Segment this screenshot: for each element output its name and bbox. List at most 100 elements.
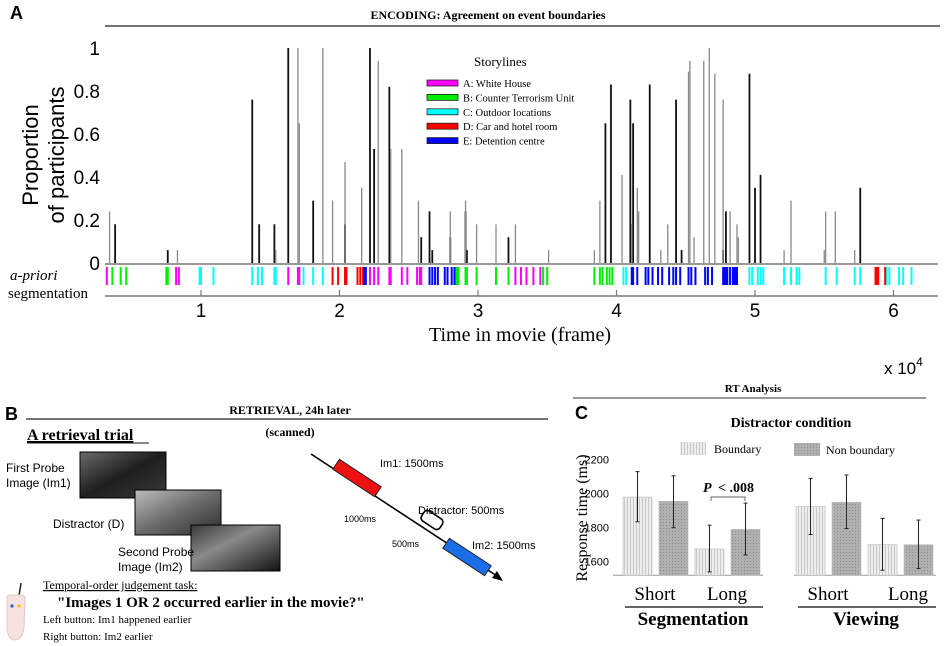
segment-tick-e (632, 267, 635, 285)
segment-tick-e (735, 267, 738, 285)
legend-title: Storylines (474, 54, 527, 69)
segment-tick-c (200, 267, 202, 285)
distractor-duration-box (420, 509, 444, 531)
segment-tick-c (260, 267, 263, 285)
segment-tick-c (790, 267, 793, 285)
segment-tick-b (454, 267, 457, 285)
segment-tick-e (450, 267, 453, 285)
segment-tick-c (312, 267, 315, 285)
segment-tick-b (495, 267, 498, 285)
segment-tick-d (356, 267, 359, 285)
segment-tick-a (406, 267, 409, 285)
segment-tick-d (877, 267, 880, 285)
segment-tick-c (902, 267, 905, 285)
p-value-label: P (703, 481, 712, 496)
segment-tick-b (598, 267, 601, 285)
rt-category-label: Long (888, 584, 929, 605)
second-probe-image (190, 524, 281, 572)
segment-tick-b (465, 267, 468, 285)
segment-tick-e (706, 267, 709, 285)
storylines-legend: Storylines A: White House B: Counter Terr… (426, 54, 574, 148)
segment-tick-e (436, 267, 439, 285)
x-axis-label: Time in movie (frame) (429, 324, 611, 346)
segment-tick-a (373, 267, 376, 285)
trial-heading: A retrieval trial (27, 427, 134, 444)
y-tick-label: 0 (89, 254, 100, 275)
x-multiplier: x 104 (884, 355, 923, 378)
legend-swatch-boundary (680, 442, 706, 455)
x-tick-label: 6 (888, 301, 899, 322)
segment-tick-e (636, 267, 639, 285)
y-tick-label: 0.6 (74, 125, 100, 146)
rt-y-axis-label: Response time (ms) (574, 454, 591, 581)
segment-tick-c (273, 267, 276, 285)
segment-tick-c (835, 267, 838, 285)
task-question: "Images 1 OR 2 occurred earlier in the m… (57, 595, 365, 611)
segment-tick-b (475, 267, 478, 285)
segment-tick-b (546, 267, 549, 285)
right-button-instruction: Right button: Im2 earlier (43, 631, 153, 643)
segment-tick-d (331, 267, 334, 285)
legend-label-e: E: Detention centre (463, 137, 545, 148)
segment-tick-c (783, 267, 786, 285)
segment-tick-e (428, 267, 431, 285)
segment-tick-c (212, 267, 215, 285)
segment-tick-b (457, 267, 460, 285)
segment-tick-e (453, 267, 456, 285)
segment-tick-a (368, 267, 371, 285)
segment-tick-e (443, 267, 446, 285)
segment-tick-b (165, 267, 168, 285)
segmentation-label-line2: segmentation (8, 286, 88, 302)
segment-tick-e (729, 267, 732, 285)
segment-tick-e (647, 267, 650, 285)
segment-tick-c (910, 267, 913, 285)
panel-b-title: RETRIEVAL, 24h later (229, 403, 351, 417)
x-multiplier-base: x 10 (884, 359, 916, 378)
segment-tick-e (657, 267, 660, 285)
segment-tick-c (798, 267, 801, 285)
segment-tick-e (672, 267, 675, 285)
im2-label-line2: Image (Im2) (118, 560, 183, 574)
segment-tick-e (434, 267, 437, 285)
panel-c: C RT Analysis Distractor condition Bound… (573, 383, 936, 630)
segment-tick-e (644, 267, 647, 285)
segment-tick-d (344, 267, 347, 285)
y-tick-label: 0.8 (74, 82, 100, 103)
segment-tick-e (630, 267, 633, 285)
distractor-label: Distractor (D) (53, 517, 124, 531)
segment-tick-b (119, 267, 122, 285)
segment-tick-b (593, 267, 596, 285)
x-tick-labels: 1 2 3 4 5 6 (196, 290, 899, 322)
boundary-stems (108, 48, 862, 263)
segment-tick-e (661, 267, 664, 285)
segment-tick-a (514, 267, 517, 285)
y-axis-label-line1: Proportion (18, 104, 43, 206)
legend-label-d: D: Car and hotel room (463, 122, 557, 133)
segment-tick-c (256, 267, 259, 285)
y-tick-labels: 0 0.2 0.4 0.6 0.8 1 (74, 39, 101, 275)
segment-tick-c (859, 267, 862, 285)
im2-label-line1: Second Probe (118, 545, 194, 559)
legend-label-c: C: Outdoor locations (463, 108, 551, 119)
segment-tick-e (731, 267, 734, 285)
x-tick-label: 4 (611, 301, 622, 322)
legend-label-non-boundary: Non boundary (826, 443, 895, 457)
x-tick-label: 5 (750, 301, 761, 322)
segment-tick-e (675, 267, 678, 285)
im2-duration-bar (442, 537, 492, 577)
segment-tick-a (420, 267, 423, 285)
legend-swatch-b (426, 94, 459, 101)
a-priori-segmentation-strip (105, 267, 913, 285)
segment-tick-d (884, 267, 887, 285)
segment-tick-a (177, 267, 180, 285)
segment-tick-a (532, 267, 535, 285)
panel-a: A ENCODING: Agreement on event boundarie… (8, 3, 940, 378)
segment-tick-b (464, 267, 467, 285)
rt-category-label: Long (707, 584, 748, 605)
im1-duration-label: Im1: 1500ms (380, 458, 444, 470)
panel-a-letter: A (10, 3, 23, 23)
legend-label-a: A: White House (463, 79, 531, 90)
segment-tick-e (668, 267, 671, 285)
distractor-condition-title: Distractor condition (731, 416, 852, 431)
rt-group-label: Viewing (833, 609, 899, 630)
